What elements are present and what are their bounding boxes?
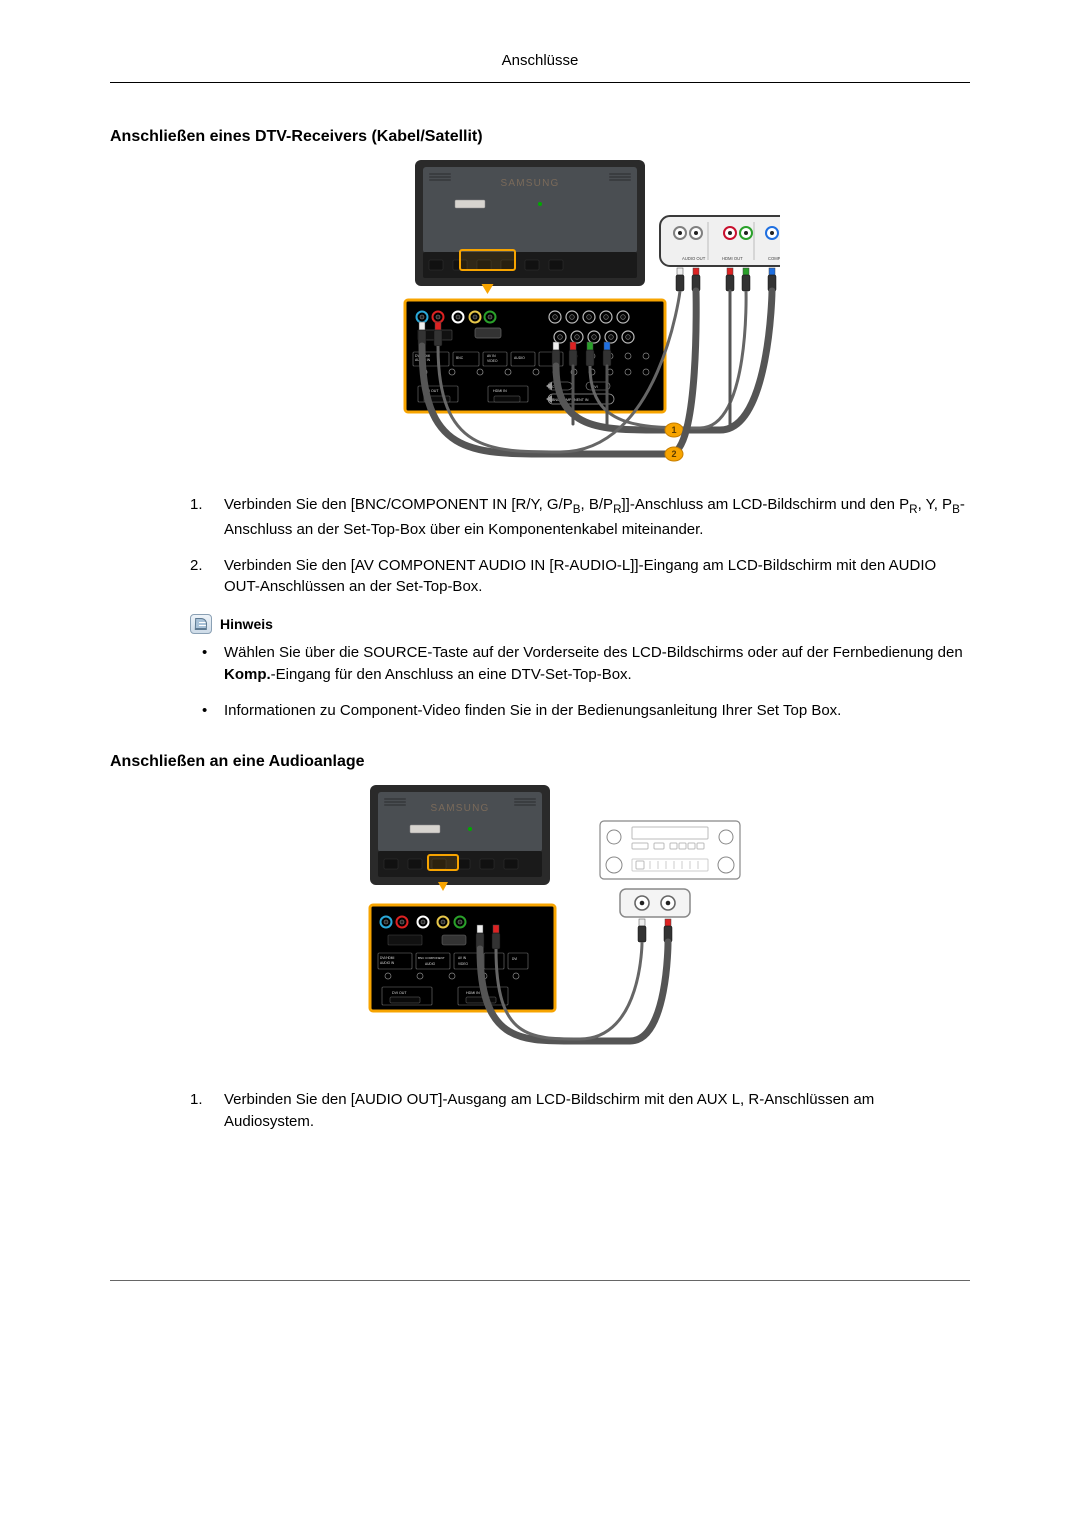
svg-text:DVI OUT: DVI OUT <box>392 991 407 995</box>
document-page: Anschlüsse Anschließen eines DTV-Receive… <box>0 0 1080 1341</box>
step-number: 1. <box>190 494 203 516</box>
svg-text:COMPONENT: COMPONENT <box>768 256 780 261</box>
svg-text:VIDEO: VIDEO <box>458 962 468 966</box>
svg-text:AUDIO OUT: AUDIO OUT <box>682 256 706 261</box>
figure-2-wrap: SAMSUNG DVI/HDMIAUDIO IN BNC COMPONENT AUDI… <box>110 785 970 1065</box>
dtv-content: 1. Verbinden Sie den [BNC/COMPONENT IN [… <box>190 494 966 722</box>
step-text: Verbinden Sie den [BNC/COMPONENT IN [R/Y… <box>224 496 965 538</box>
svg-text:SAMSUNG: SAMSUNG <box>431 803 490 814</box>
dtv-step-2: 2. Verbinden Sie den [AV COMPONENT AUDIO… <box>190 555 966 599</box>
svg-text:AV IN: AV IN <box>458 956 467 960</box>
svg-text:HDMI OUT: HDMI OUT <box>722 256 743 261</box>
dtv-note-1: Wählen Sie über die SOURCE-Taste auf der… <box>190 642 966 686</box>
footer-rule <box>110 1280 970 1281</box>
svg-text:HDMI IN: HDMI IN <box>466 991 480 995</box>
svg-text:DVI: DVI <box>512 957 517 961</box>
svg-text:AV IN: AV IN <box>487 354 496 358</box>
dtv-notes: Wählen Sie über die SOURCE-Taste auf der… <box>190 642 966 721</box>
dtv-step-1: 1. Verbinden Sie den [BNC/COMPONENT IN [… <box>190 494 966 541</box>
section-title-dtv: Anschließen eines DTV-Receivers (Kabel/S… <box>110 125 970 148</box>
audio-step-1: 1. Verbinden Sie den [AUDIO OUT]-Ausgang… <box>190 1089 966 1133</box>
svg-text:VIDEO: VIDEO <box>487 359 498 363</box>
svg-text:2: 2 <box>671 449 676 459</box>
svg-text:AUDIO: AUDIO <box>514 356 525 360</box>
figure-1-wrap: SAMSUNGAUDIO OUTHDMI OUTCOMPONENTDVI/HDM… <box>110 160 970 470</box>
dtv-steps: 1. Verbinden Sie den [BNC/COMPONENT IN [… <box>190 494 966 598</box>
svg-text:DVI/HDMI: DVI/HDMI <box>380 956 394 960</box>
figure-audio-diagram: SAMSUNG DVI/HDMIAUDIO IN BNC COMPONENT AUDI… <box>330 785 750 1065</box>
svg-text:BNC: BNC <box>456 356 464 360</box>
step-text: Verbinden Sie den [AV COMPONENT AUDIO IN… <box>224 557 936 596</box>
svg-text:AUDIO: AUDIO <box>425 962 436 966</box>
step-number: 1. <box>190 1089 203 1111</box>
audio-content: 1. Verbinden Sie den [AUDIO OUT]-Ausgang… <box>190 1089 966 1133</box>
svg-text:BNC/COMPONENT IN: BNC/COMPONENT IN <box>552 398 589 402</box>
note-row: Hinweis <box>190 614 966 634</box>
step-text: Verbinden Sie den [AUDIO OUT]-Ausgang am… <box>224 1091 874 1130</box>
note-label: Hinweis <box>220 614 273 634</box>
audio-steps: 1. Verbinden Sie den [AUDIO OUT]-Ausgang… <box>190 1089 966 1133</box>
section-title-audio: Anschließen an eine Audioanlage <box>110 750 970 773</box>
page-header: Anschlüsse <box>110 50 970 83</box>
step-number: 2. <box>190 555 203 577</box>
svg-text:BNC COMPONENT: BNC COMPONENT <box>418 956 445 960</box>
dtv-note-2: Informationen zu Component-Video finden … <box>190 700 966 722</box>
svg-text:SAMSUNG: SAMSUNG <box>501 178 560 189</box>
svg-text:1: 1 <box>671 425 676 435</box>
figure-dtv-diagram: SAMSUNGAUDIO OUTHDMI OUTCOMPONENTDVI/HDM… <box>300 160 780 470</box>
svg-text:HDMI IN: HDMI IN <box>493 389 507 393</box>
svg-text:AUDIO IN: AUDIO IN <box>380 961 395 965</box>
note-icon <box>190 614 212 634</box>
